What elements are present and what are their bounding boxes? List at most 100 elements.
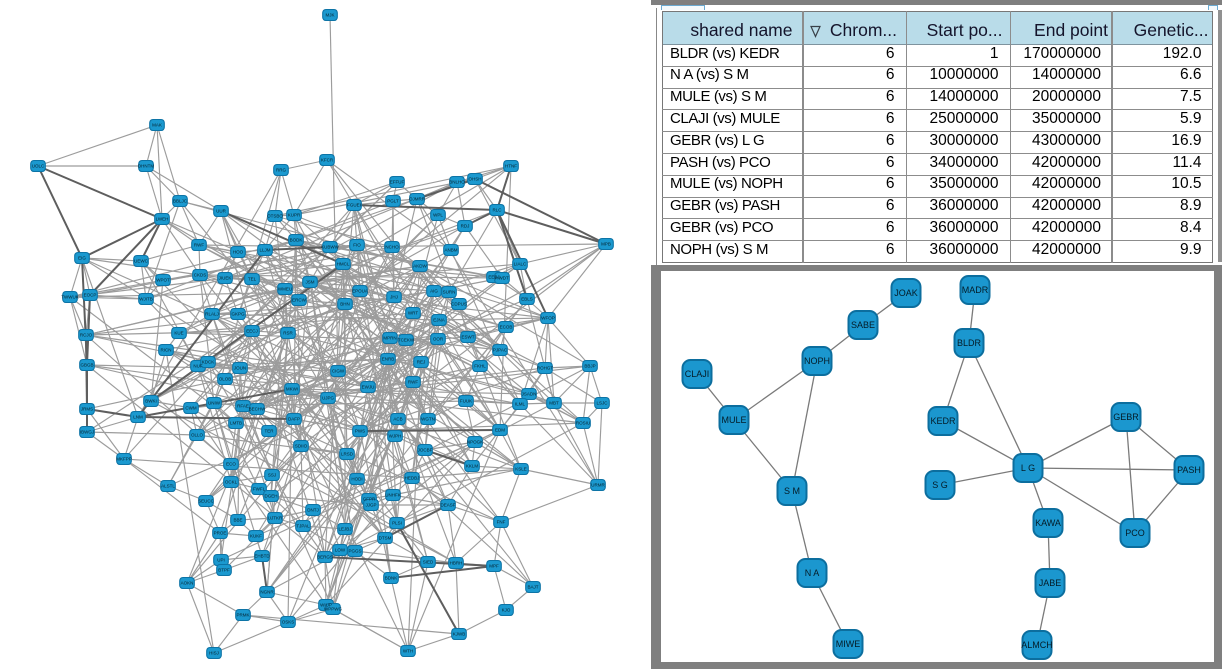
svg-text:EWJU: EWJU — [362, 385, 375, 390]
svg-text:KUKF: KUKF — [250, 534, 262, 539]
svg-text:KUE: KUE — [174, 331, 183, 336]
svg-text:S M: S M — [784, 486, 800, 496]
svg-text:EDM: EDM — [495, 428, 505, 433]
svg-text:KSLE: KSLE — [515, 467, 527, 472]
svg-text:PRMK: PRMK — [236, 613, 249, 618]
svg-text:CKDS: CKDS — [194, 273, 207, 278]
svg-text:JABE: JABE — [1039, 578, 1062, 588]
svg-text:MPF: MPF — [489, 564, 499, 569]
svg-text:REJ: REJ — [417, 360, 426, 365]
svg-text:ANBM: ANBM — [444, 248, 457, 253]
svg-text:BBE: BBE — [233, 518, 242, 523]
svg-text:EFFUF: EFFUF — [390, 180, 405, 185]
svg-text:TJPAL: TJPAL — [296, 524, 310, 529]
svg-text:BDNK: BDNK — [385, 576, 398, 581]
svg-text:BNLHO: BNLHO — [449, 180, 465, 185]
svg-text:ACB: ACB — [393, 417, 402, 422]
svg-text:FGUEI: FGUEI — [347, 203, 361, 208]
svg-text:KUBWW: KUBWW — [321, 245, 340, 250]
svg-text:GFPR: GFPR — [363, 497, 376, 502]
svg-text:WJPH: WJPH — [389, 434, 402, 439]
svg-text:RRG: RRG — [276, 168, 286, 173]
svg-text:WFOP: WFOP — [541, 316, 555, 321]
svg-text:BERGS: BERGS — [317, 555, 333, 560]
svg-text:HISJ: HISJ — [209, 651, 219, 656]
svg-text:LNM: LNM — [133, 415, 143, 420]
svg-text:MPRN: MPRN — [383, 336, 396, 341]
svg-text:SURN: SURN — [443, 290, 456, 295]
svg-text:WPOT: WPOT — [156, 278, 170, 283]
svg-text:PLSI: PLSI — [392, 521, 402, 526]
svg-text:OJMRR: OJMRR — [409, 197, 426, 202]
svg-text:EEBJ: EEBJ — [488, 275, 499, 280]
svg-text:HBRH: HBRH — [450, 561, 463, 566]
svg-text:JIUEK: JIUEK — [219, 276, 232, 281]
svg-text:KFCR: KFCR — [321, 158, 334, 163]
svg-text:S G: S G — [932, 480, 948, 490]
svg-text:MIWE: MIWE — [836, 639, 861, 649]
svg-text:FKHL: FKHL — [474, 364, 486, 369]
svg-text:BAJT: BAJT — [527, 585, 538, 590]
svg-text:KKLM: KKLM — [466, 464, 479, 469]
svg-text:UUR: UUR — [216, 209, 226, 214]
svg-text:AIG: AIG — [430, 289, 438, 294]
svg-text:NGNR: NGNR — [260, 590, 274, 595]
svg-text:RCJO: RCJO — [80, 333, 93, 338]
svg-text:JOAK: JOAK — [894, 288, 918, 298]
svg-text:BTPF: BTPF — [218, 568, 230, 573]
svg-text:MJK: MJK — [326, 13, 335, 18]
svg-text:ALSTL: ALSTL — [161, 484, 175, 489]
svg-text:KJO: KJO — [502, 608, 511, 613]
svg-text:EECJ: EECJ — [246, 329, 258, 334]
svg-text:PGLT: PGLT — [387, 199, 399, 204]
svg-text:SSJ: SSJ — [268, 473, 276, 478]
svg-text:OSKS: OSKS — [282, 620, 295, 625]
svg-text:TWWUK: TWWUK — [61, 295, 79, 300]
svg-text:UJTKR: UJTKR — [268, 516, 283, 521]
svg-text:RWF: RWF — [408, 380, 418, 385]
svg-text:HODI: HODI — [351, 477, 362, 482]
svg-text:HEDBJ: HEDBJ — [405, 476, 420, 481]
svg-text:PWS: PWS — [355, 429, 365, 434]
svg-text:OCKL: OCKL — [225, 480, 238, 485]
svg-text:WRT: WRT — [408, 311, 418, 316]
svg-text:PJPAC: PJPAC — [493, 348, 508, 353]
svg-text:ECOB: ECOB — [500, 325, 513, 330]
svg-text:ILML: ILML — [515, 402, 526, 407]
svg-text:EHBTD: EHBTD — [254, 554, 270, 559]
svg-text:ECO: ECO — [226, 462, 236, 467]
svg-text:N A: N A — [805, 568, 820, 578]
svg-text:RWF: RWF — [194, 243, 204, 248]
svg-text:LEJBJ: LEJBJ — [338, 527, 351, 532]
svg-text:RSR: RSR — [283, 331, 293, 336]
svg-text:BWKI: BWKI — [145, 399, 157, 404]
svg-text:KUPR: KUPR — [288, 213, 301, 218]
svg-text:OLLO: OLLO — [191, 433, 204, 438]
svg-text:CWM: CWM — [185, 406, 196, 411]
svg-text:ERCW: ERCW — [292, 298, 307, 303]
svg-text:ENRB: ENRB — [382, 357, 395, 362]
svg-text:MADR: MADR — [962, 285, 989, 295]
svg-text:KEDR: KEDR — [930, 416, 956, 426]
svg-text:EJNA: EJNA — [433, 318, 445, 323]
svg-text:URMR: URMR — [591, 483, 605, 488]
svg-text:OHSH: OHSH — [468, 177, 481, 182]
svg-text:WJITB: WJITB — [139, 297, 153, 302]
svg-text:WTH: WTH — [403, 649, 413, 654]
svg-text:BHN: BHN — [340, 302, 350, 307]
svg-text:SEUCC: SEUCC — [198, 499, 215, 504]
svg-text:GBGB: GBGB — [80, 363, 93, 368]
svg-text:TCEKW: TCEKW — [398, 338, 415, 343]
svg-text:LSJC: LSJC — [596, 401, 608, 406]
svg-text:DNTJ: DNTJ — [307, 508, 319, 513]
svg-text:OTSBO: OTSBO — [267, 214, 283, 219]
svg-text:ROSIU: ROSIU — [576, 421, 590, 426]
svg-text:HTNF: HTNF — [505, 164, 517, 169]
svg-text:LWEH: LWEH — [156, 217, 169, 222]
svg-text:AKDW: AKDW — [413, 264, 427, 269]
svg-text:PCO: PCO — [1125, 528, 1145, 538]
svg-text:UJPG: UJPG — [322, 396, 335, 401]
svg-text:FIO: FIO — [353, 243, 361, 248]
svg-text:DAFP: DAFP — [288, 417, 300, 422]
svg-text:UNIW: UNIW — [208, 401, 221, 406]
